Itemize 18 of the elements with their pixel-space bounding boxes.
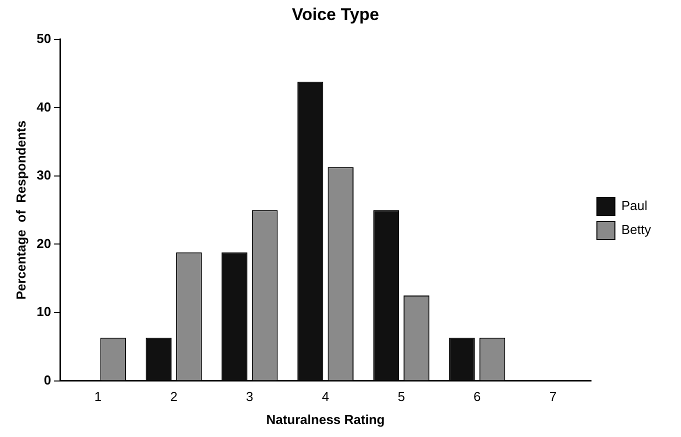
x-tick-label: 7 [549, 389, 557, 404]
x-tick-label: 6 [474, 389, 481, 404]
chart-title: Voice Type [292, 4, 380, 24]
y-tick-label: 10 [36, 304, 52, 320]
y-tick-label: 40 [36, 99, 52, 114]
legend-label: Betty [621, 222, 652, 238]
x-tick-label: 5 [398, 389, 405, 404]
y-tick-label: 50 [36, 30, 52, 46]
y-tick-label: 20 [36, 236, 52, 251]
y-tick-label: 0 [44, 372, 52, 388]
x-tick-label: 1 [94, 389, 102, 404]
x-axis-title: Naturalness Rating [266, 412, 385, 427]
legend-label: Paul [621, 198, 648, 214]
x-tick-label: 2 [170, 389, 178, 404]
y-axis-title: Percentage of Respondents [13, 120, 28, 300]
x-tick-label: 3 [246, 389, 254, 404]
y-tick-label: 30 [36, 168, 52, 183]
x-tick-label: 4 [322, 389, 330, 404]
